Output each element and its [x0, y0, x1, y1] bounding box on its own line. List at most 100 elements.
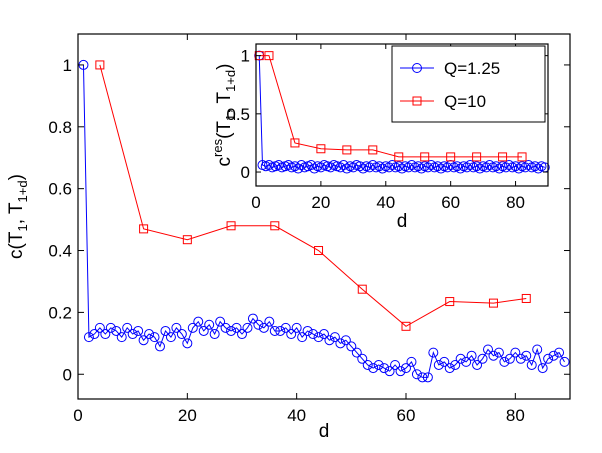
inset-ytick-label: 1	[241, 47, 250, 66]
main-point	[83, 332, 94, 343]
main-point	[411, 369, 422, 380]
inset-point	[517, 152, 527, 162]
main-point	[215, 316, 226, 327]
inset-point	[341, 163, 352, 174]
inset-series-Q=10	[254, 51, 527, 162]
legend-label: Q=1.25	[444, 59, 500, 78]
main-point	[302, 325, 313, 336]
main-point	[269, 325, 280, 336]
inset-xtick-label: 80	[506, 193, 525, 212]
inset-point	[530, 161, 541, 172]
main-point	[401, 321, 411, 331]
main-point	[450, 359, 461, 370]
inset-point	[465, 160, 476, 171]
inset-point	[342, 145, 352, 155]
main-point	[373, 359, 384, 370]
main-point	[286, 329, 297, 340]
inset-point	[432, 161, 443, 172]
main-point	[499, 356, 510, 367]
inset-point	[374, 161, 385, 172]
main-point	[422, 372, 433, 383]
main-point	[319, 329, 329, 340]
inset-ylabel: cres(T1, T1+d)	[210, 64, 238, 167]
inset-xtick-label: 20	[311, 193, 330, 212]
inset-xtick-label: 60	[441, 193, 460, 212]
main-point	[357, 353, 368, 364]
main-point	[390, 359, 401, 370]
inset-point	[368, 145, 378, 155]
main-point	[116, 332, 127, 343]
main-point	[100, 329, 111, 340]
main-point	[461, 356, 472, 367]
main-point	[455, 353, 466, 364]
main-point	[193, 316, 204, 327]
inset-point	[394, 152, 404, 162]
inset-point	[442, 162, 453, 173]
main-point	[510, 347, 521, 358]
main-point	[247, 313, 258, 324]
legend-marker	[412, 96, 422, 106]
main-point	[314, 246, 324, 256]
inset-point	[387, 160, 398, 171]
main-point	[324, 335, 335, 346]
main-xtick-label: 20	[178, 406, 197, 425]
main-point	[417, 372, 428, 383]
inset-point	[397, 163, 407, 174]
main-point	[291, 322, 302, 333]
inset-point	[416, 163, 427, 174]
inset-series-Q=1.25	[254, 50, 550, 174]
main-point	[160, 325, 171, 336]
inset-point	[293, 163, 304, 174]
main-xtick-label: 0	[73, 406, 82, 425]
inset-point	[377, 163, 388, 174]
main-point	[258, 322, 269, 333]
inset-point	[510, 161, 521, 172]
main-point	[95, 60, 105, 70]
main-point	[133, 325, 144, 336]
main-point	[406, 356, 417, 367]
main-point	[329, 332, 340, 343]
main-point	[89, 329, 100, 340]
main-point	[537, 363, 548, 374]
inset-point	[296, 160, 307, 171]
inset-point	[403, 162, 414, 173]
main-point	[401, 363, 411, 374]
main-series-Q=10	[95, 60, 531, 331]
main-ytick-label: 0.8	[48, 118, 72, 137]
main-point	[144, 329, 155, 340]
main-point	[351, 347, 362, 358]
legend-label: Q=10	[444, 92, 486, 111]
main-point	[313, 332, 324, 343]
main-point	[493, 347, 504, 358]
inset-point	[364, 162, 375, 173]
inset-xtick-label: 40	[376, 193, 395, 212]
inset-point	[491, 161, 502, 172]
main-point	[198, 325, 209, 336]
main-point	[308, 329, 319, 340]
inset-point	[484, 160, 495, 171]
main-point	[548, 350, 559, 361]
inset-point	[533, 163, 544, 174]
main-point	[379, 363, 390, 374]
inset-point	[500, 162, 511, 173]
main-point	[171, 322, 182, 333]
inset-point	[273, 160, 284, 171]
inset-point	[471, 161, 482, 172]
main-point	[149, 332, 160, 343]
main-xtick-label: 80	[506, 406, 525, 425]
main-point	[155, 341, 165, 352]
main-point	[488, 350, 499, 361]
inset-point	[481, 162, 492, 173]
main-xtick-label: 40	[287, 406, 306, 425]
inset-point	[435, 163, 446, 174]
main-point	[226, 325, 237, 336]
inset-point	[354, 161, 365, 172]
main-xtick-label: 60	[397, 406, 416, 425]
inset-ytick-label: 0	[241, 163, 250, 182]
inset-point	[498, 152, 508, 162]
main-point	[543, 353, 554, 364]
inset-point	[384, 162, 395, 173]
main-point	[346, 341, 357, 352]
main-point	[483, 344, 493, 355]
main-point	[264, 316, 275, 327]
